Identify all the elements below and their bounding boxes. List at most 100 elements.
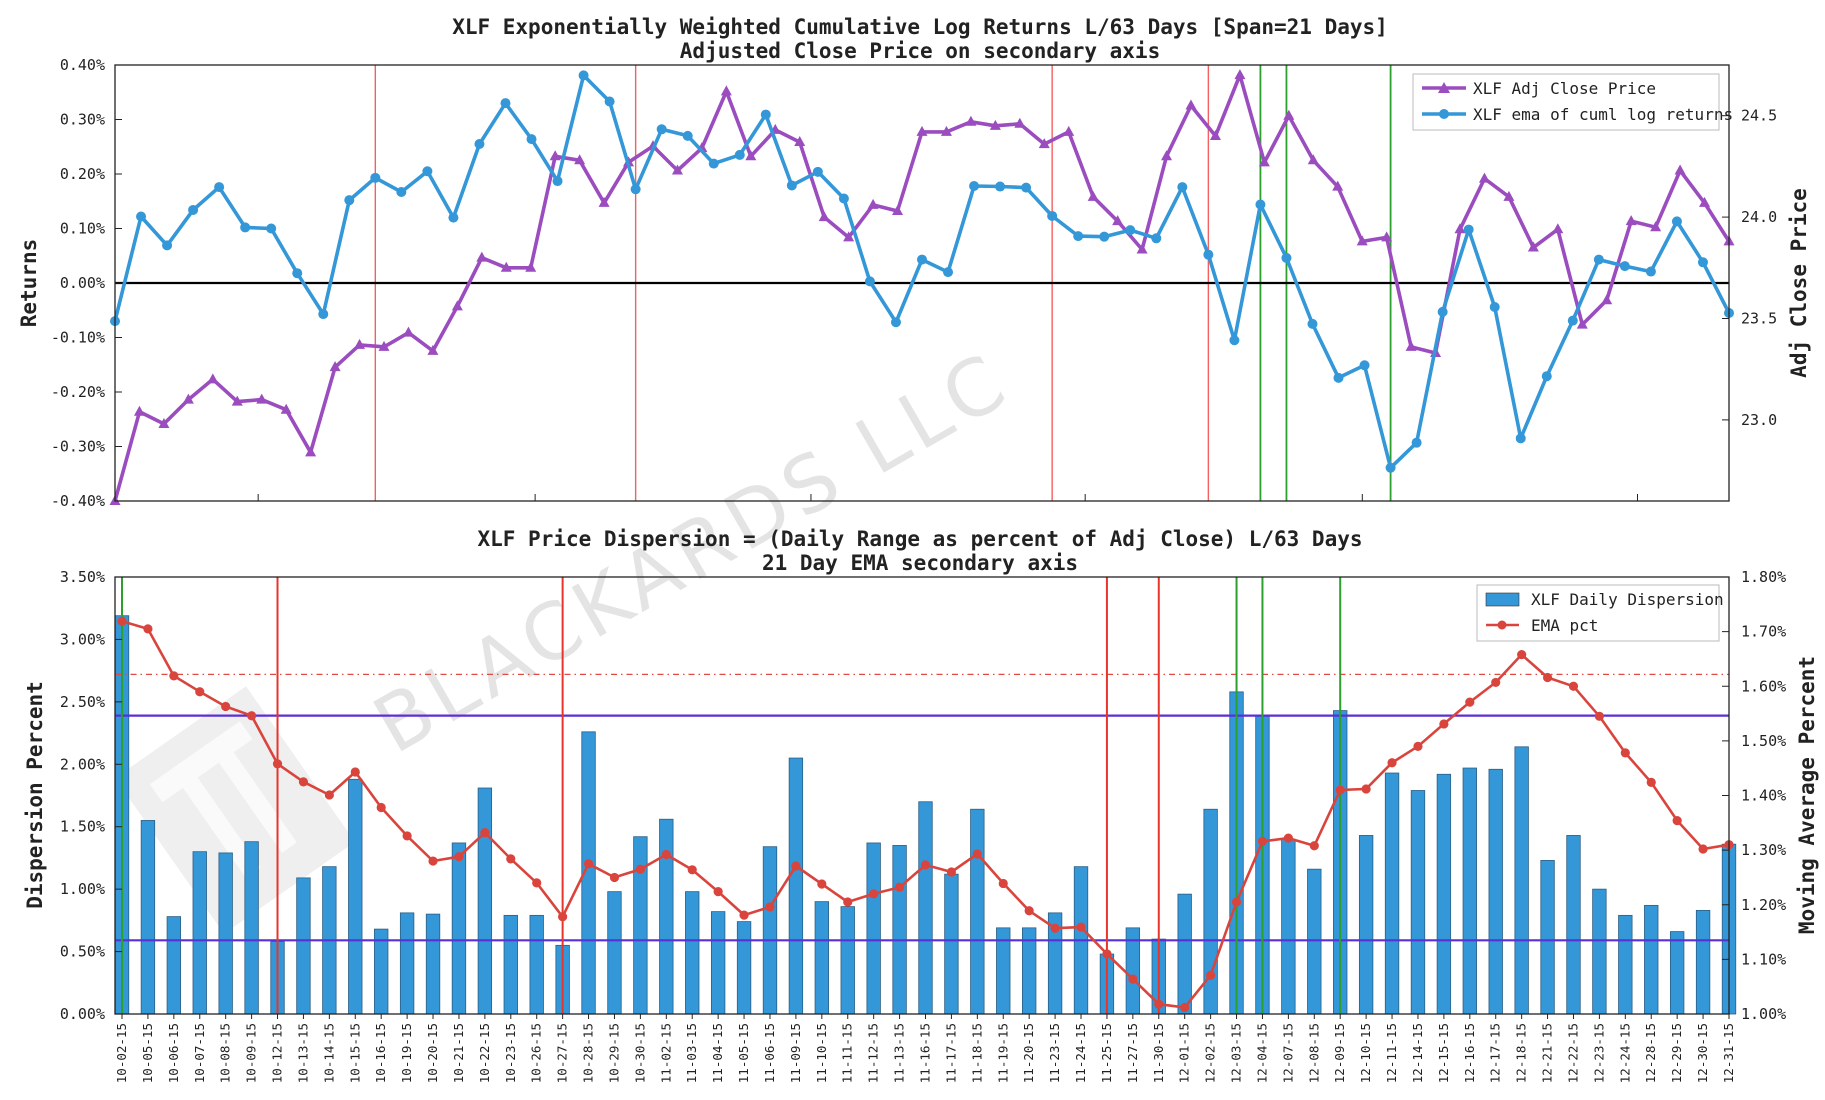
returns-point bbox=[995, 181, 1006, 192]
x-tick-label: 11-03-15 bbox=[684, 1023, 699, 1083]
ema-point bbox=[1361, 784, 1371, 794]
price-point bbox=[1332, 180, 1344, 191]
x-tick-label: 12-23-15 bbox=[1591, 1023, 1606, 1083]
y-axis-right-label: Adj Close Price bbox=[1787, 188, 1811, 378]
price-point bbox=[354, 338, 366, 349]
dispersion-bar bbox=[1410, 790, 1426, 1015]
dispersion-bar bbox=[244, 841, 259, 1015]
x-tick-label: 11-17-15 bbox=[943, 1023, 958, 1083]
ema-point bbox=[687, 865, 697, 875]
circle-marker-icon bbox=[1439, 109, 1449, 119]
returns-point bbox=[1437, 306, 1448, 317]
price-point bbox=[720, 85, 732, 96]
y-axis-right: 1.00% 1.10% 1.20% 1.30% 1.40% 1.50% 1.60% 1.70%… bbox=[1722, 568, 1786, 1023]
ema-point bbox=[920, 860, 931, 870]
y-tick-label: 1.60% bbox=[1741, 677, 1786, 695]
legend-label: EMA pct bbox=[1531, 616, 1598, 635]
price-point bbox=[916, 125, 928, 136]
price-point bbox=[1063, 125, 1075, 136]
y-tick-label: 0.20% bbox=[60, 165, 105, 183]
bar-series bbox=[114, 615, 1737, 1015]
ema-point bbox=[1283, 833, 1293, 843]
ema-point bbox=[402, 831, 412, 841]
y-tick-label: -0.40% bbox=[51, 492, 105, 510]
x-tick-label: 12-17-15 bbox=[1488, 1023, 1503, 1083]
dispersion-bar bbox=[607, 891, 622, 1015]
price-point bbox=[1552, 223, 1564, 234]
ema-point bbox=[972, 849, 982, 859]
y-axis-right: 23.0 23.5 24.0 24.5 bbox=[1722, 107, 1777, 429]
price-point bbox=[1161, 150, 1173, 161]
ema-point bbox=[1413, 741, 1423, 751]
returns-point bbox=[422, 166, 433, 177]
ema-point bbox=[869, 889, 879, 899]
dispersion-bar bbox=[374, 928, 389, 1015]
price-point bbox=[892, 205, 904, 216]
dispersion-bar bbox=[1436, 773, 1452, 1015]
dispersion-bar bbox=[944, 873, 959, 1015]
x-tick-label: 11-09-15 bbox=[788, 1023, 803, 1083]
legend-label: XLF ema of cuml log returns bbox=[1473, 105, 1733, 124]
dispersion-bar bbox=[1669, 931, 1685, 1015]
ema-point bbox=[946, 867, 957, 877]
returns-point bbox=[1073, 231, 1084, 242]
dispersion-bar bbox=[1566, 835, 1581, 1015]
returns-point bbox=[1463, 224, 1474, 235]
dispersion-bar bbox=[296, 877, 311, 1015]
price-point bbox=[1307, 154, 1319, 165]
returns-point bbox=[162, 240, 173, 251]
x-tick-label: 11-25-15 bbox=[1099, 1023, 1114, 1083]
y-tick-label: 1.50% bbox=[1741, 732, 1786, 750]
x-tick-label: 12-14-15 bbox=[1410, 1023, 1425, 1083]
returns-point bbox=[1489, 301, 1500, 312]
ema-point bbox=[350, 767, 360, 777]
y-axis-right-label: Moving Average Percent bbox=[1795, 656, 1819, 934]
ema-point bbox=[1387, 758, 1397, 768]
price-point bbox=[843, 231, 855, 242]
x-tick-label: 10-08-15 bbox=[218, 1023, 233, 1083]
ema-point bbox=[1076, 922, 1086, 932]
x-tick-label: 10-07-15 bbox=[192, 1023, 207, 1083]
dispersion-bar bbox=[918, 801, 933, 1015]
y-tick-label: 24.5 bbox=[1741, 107, 1777, 125]
ema-point bbox=[1646, 777, 1656, 787]
triangle-marker-icon bbox=[1438, 82, 1450, 93]
price-point bbox=[158, 417, 170, 428]
dispersion-bar bbox=[529, 914, 544, 1015]
ema-point bbox=[506, 854, 516, 864]
returns-point bbox=[1307, 318, 1318, 329]
chart-title: XLF Exponentially Weighted Cumulative Lo… bbox=[452, 15, 1388, 39]
returns-point bbox=[266, 223, 277, 234]
price-point bbox=[1356, 235, 1368, 246]
x-tick-label: 12-28-15 bbox=[1643, 1023, 1658, 1083]
ema-point bbox=[532, 878, 542, 888]
dispersion-bar bbox=[970, 808, 985, 1015]
ema-point bbox=[1517, 649, 1527, 660]
x-tick-label: 11-06-15 bbox=[762, 1023, 777, 1083]
price-point bbox=[378, 340, 390, 351]
returns-point bbox=[344, 195, 355, 206]
x-tick-label: 10-15-15 bbox=[347, 1023, 362, 1083]
ema-point bbox=[1542, 672, 1553, 683]
dispersion-bar bbox=[814, 901, 829, 1015]
dispersion-bar bbox=[1644, 904, 1659, 1015]
ema-point bbox=[1231, 897, 1242, 907]
price-point bbox=[1209, 129, 1221, 140]
x-tick-label: 10-27-15 bbox=[555, 1023, 570, 1083]
price-point bbox=[476, 251, 488, 262]
returns-point bbox=[474, 139, 485, 150]
x-tick-label: 12-24-15 bbox=[1617, 1023, 1632, 1083]
ema-point bbox=[609, 872, 620, 883]
ema-point bbox=[480, 828, 490, 838]
returns-point bbox=[1385, 462, 1396, 473]
returns-point bbox=[1645, 266, 1656, 277]
x-tick-label: 12-02-15 bbox=[1203, 1023, 1218, 1083]
dispersion-bar bbox=[1307, 868, 1322, 1015]
ema-point bbox=[1568, 681, 1579, 691]
returns-point bbox=[370, 172, 381, 183]
price-point bbox=[989, 119, 1001, 130]
returns-point bbox=[864, 276, 875, 287]
ema-point bbox=[817, 879, 827, 889]
